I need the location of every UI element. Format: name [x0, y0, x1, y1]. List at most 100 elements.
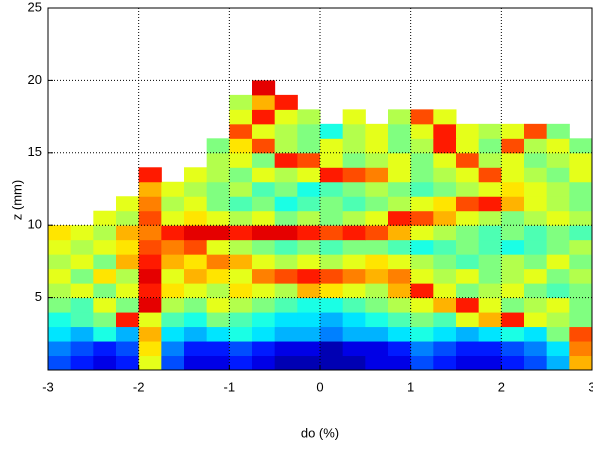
heatmap-cell	[501, 181, 525, 197]
heatmap-cell	[320, 181, 344, 197]
heatmap-cell	[501, 254, 525, 270]
heatmap-cell	[320, 297, 344, 313]
heatmap-cell	[388, 123, 412, 139]
heatmap-cell	[93, 312, 117, 328]
heatmap-cell	[342, 123, 366, 139]
y-tick-label: 20	[28, 72, 42, 87]
heatmap-cell	[410, 355, 434, 371]
heatmap-cell	[70, 254, 94, 270]
heatmap-cell	[93, 225, 117, 241]
heatmap-cell	[410, 123, 434, 139]
heatmap-cell	[433, 109, 457, 125]
heatmap-cell	[138, 239, 162, 255]
heatmap-cell	[206, 341, 230, 357]
heatmap-cell	[410, 268, 434, 284]
x-axis-label: do (%)	[301, 425, 339, 440]
heatmap-cell	[365, 312, 389, 328]
heatmap-cell	[138, 297, 162, 313]
x-tick-label: -3	[42, 379, 54, 394]
heatmap-cell	[116, 355, 140, 371]
heatmap-cell	[297, 181, 321, 197]
heatmap-cell	[138, 326, 162, 342]
heatmap-cell	[274, 283, 298, 299]
heatmap-cell	[410, 225, 434, 241]
heatmap-cell	[546, 196, 570, 212]
heatmap-cell	[456, 268, 480, 284]
heatmap-cell	[410, 167, 434, 183]
heatmap-cell	[524, 181, 548, 197]
heatmap-cell	[456, 181, 480, 197]
heatmap-cell	[161, 268, 185, 284]
heatmap-cell	[320, 167, 344, 183]
heatmap-cell	[388, 210, 412, 226]
heatmap-cell	[252, 152, 276, 168]
heatmap-cell	[342, 181, 366, 197]
heatmap-cell	[501, 341, 525, 357]
heatmap-cell	[365, 341, 389, 357]
heatmap-cell	[388, 138, 412, 154]
heatmap-cell	[569, 326, 593, 342]
heatmap-cell	[206, 239, 230, 255]
heatmap-cell	[478, 225, 502, 241]
heatmap-cell	[478, 152, 502, 168]
heatmap-cell	[116, 341, 140, 357]
heatmap-cell	[70, 355, 94, 371]
heatmap-cell	[569, 138, 593, 154]
heatmap-cell	[297, 341, 321, 357]
heatmap-cell	[456, 152, 480, 168]
heatmap-cell	[274, 109, 298, 125]
heatmap-cell	[206, 225, 230, 241]
heatmap-cell	[229, 123, 253, 139]
heatmap-cell	[388, 167, 412, 183]
heatmap-cell	[274, 225, 298, 241]
heatmap-cell	[388, 355, 412, 371]
heatmap-cell	[501, 326, 525, 342]
heatmap-cell	[410, 210, 434, 226]
heatmap-cell	[342, 254, 366, 270]
heatmap-cell	[116, 283, 140, 299]
heatmap-cell	[433, 326, 457, 342]
heatmap-cell	[410, 326, 434, 342]
heatmap-cell	[252, 225, 276, 241]
heatmap-cell	[524, 283, 548, 299]
heatmap-cell	[184, 196, 208, 212]
heatmap-cell	[546, 326, 570, 342]
heatmap-cell	[206, 326, 230, 342]
heatmap-cell	[252, 268, 276, 284]
heatmap-cell	[320, 138, 344, 154]
heatmap-cell	[524, 123, 548, 139]
x-tick-label: -2	[133, 379, 145, 394]
heatmap-cell	[252, 196, 276, 212]
heatmap-cell	[48, 341, 72, 357]
heatmap-cell	[116, 196, 140, 212]
heatmap-cell	[138, 268, 162, 284]
heatmap-cell	[388, 152, 412, 168]
x-tick-label: 1	[407, 379, 414, 394]
heatmap-cell	[410, 181, 434, 197]
heatmap-cell	[546, 268, 570, 284]
heatmap-cell	[388, 297, 412, 313]
heatmap-cell	[274, 138, 298, 154]
heatmap-cell	[388, 312, 412, 328]
heatmap-cell	[365, 297, 389, 313]
heatmap-cell	[342, 167, 366, 183]
heatmap-cell	[388, 254, 412, 270]
heatmap-cell	[116, 210, 140, 226]
heatmap-cell	[478, 167, 502, 183]
heatmap-cell	[433, 181, 457, 197]
heatmap-cells	[48, 80, 593, 371]
heatmap-cell	[297, 152, 321, 168]
heatmap-cell	[478, 181, 502, 197]
heatmap-cell	[161, 341, 185, 357]
heatmap-cell	[116, 268, 140, 284]
heatmap-cell	[501, 239, 525, 255]
heatmap-cell	[342, 138, 366, 154]
heatmap-cell	[184, 239, 208, 255]
heatmap-cell	[524, 196, 548, 212]
heatmap-cell	[48, 297, 72, 313]
heatmap-cell	[320, 225, 344, 241]
heatmap-cell	[342, 225, 366, 241]
heatmap-cell	[546, 312, 570, 328]
heatmap-cell	[252, 109, 276, 125]
heatmap-cell	[229, 181, 253, 197]
